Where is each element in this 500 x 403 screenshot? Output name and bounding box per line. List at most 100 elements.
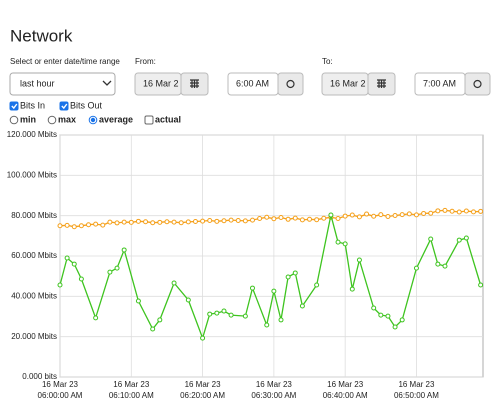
data-point	[314, 217, 320, 223]
data-point	[57, 282, 63, 288]
check-mark	[61, 103, 68, 110]
data-point	[107, 269, 113, 275]
data-point	[399, 212, 405, 218]
data-point	[335, 215, 341, 221]
data-point	[64, 255, 70, 261]
data-point	[349, 212, 355, 218]
data-point	[57, 223, 63, 229]
data-point	[214, 310, 220, 316]
data-point	[221, 308, 227, 314]
clock-button[interactable]	[277, 72, 304, 96]
data-point	[428, 236, 434, 242]
y-tick-label: 80.000 Mbits	[11, 211, 57, 220]
data-point	[242, 218, 248, 224]
data-point	[321, 215, 327, 221]
data-point	[121, 219, 127, 225]
data-point	[178, 220, 184, 226]
data-point	[392, 212, 398, 218]
data-point	[356, 257, 362, 263]
data-point	[342, 241, 348, 247]
data-point	[242, 313, 248, 319]
data-point	[299, 217, 305, 223]
y-tick-label: 100.000 Mbits	[7, 170, 57, 179]
data-point	[135, 218, 141, 224]
series-toggle-label: Bits Out	[70, 100, 103, 110]
data-point	[249, 285, 255, 291]
data-point	[78, 276, 84, 282]
data-point	[371, 305, 377, 311]
data-point	[271, 216, 277, 222]
data-point	[86, 222, 92, 228]
data-point	[463, 208, 469, 214]
to-date-value: 16 Mar 2	[330, 78, 366, 88]
range-select[interactable]	[9, 72, 116, 96]
data-point	[435, 261, 441, 267]
x-tick-label: 06:40:00 AM	[323, 391, 368, 400]
data-point	[356, 214, 362, 220]
data-point	[78, 223, 84, 229]
y-tick-label: 0.000 bits	[22, 372, 57, 381]
data-point	[221, 218, 227, 224]
x-tick-label: 06:10:00 AM	[109, 391, 154, 400]
data-point	[100, 222, 106, 228]
data-point	[442, 207, 448, 213]
x-tick-label: 16 Mar 23	[327, 380, 364, 389]
y-tick-label: 20.000 Mbits	[11, 332, 57, 341]
mode-label: min	[20, 114, 36, 124]
data-point	[456, 209, 462, 215]
data-point	[264, 322, 270, 328]
data-point	[278, 214, 284, 220]
data-point	[228, 312, 234, 318]
data-point	[192, 219, 198, 225]
select-arrow	[102, 80, 112, 86]
data-point	[71, 261, 77, 267]
clock-button[interactable]	[464, 72, 491, 96]
page-title: Network	[10, 26, 73, 45]
data-point	[143, 219, 149, 225]
from-label: From:	[135, 57, 156, 66]
data-point	[285, 216, 291, 222]
radio-button[interactable]	[47, 115, 57, 125]
clock-icon	[286, 79, 295, 89]
data-point	[200, 335, 206, 341]
data-point	[442, 263, 448, 269]
data-point	[93, 315, 99, 321]
data-point	[157, 317, 163, 323]
y-tick-label: 120.000 Mbits	[7, 130, 57, 139]
data-point	[93, 221, 99, 227]
y-tick-label: 60.000 Mbits	[11, 251, 57, 260]
data-point	[257, 215, 263, 221]
data-point	[121, 247, 127, 253]
checkbox[interactable]	[144, 115, 154, 125]
calendar-icon	[377, 79, 386, 88]
data-point	[157, 219, 163, 225]
data-point	[428, 210, 434, 216]
data-point	[378, 312, 384, 318]
data-point	[171, 280, 177, 286]
data-point	[150, 326, 156, 332]
to-label: To:	[322, 57, 333, 66]
data-point	[378, 212, 384, 218]
data-point	[285, 274, 291, 280]
mode-label: average	[99, 114, 133, 124]
y-tick-label: 40.000 Mbits	[11, 291, 57, 300]
x-tick-label: 06:50:00 AM	[394, 391, 439, 400]
data-point	[314, 282, 320, 288]
x-tick-label: 16 Mar 23	[185, 380, 222, 389]
data-point	[371, 213, 377, 219]
radio-button[interactable]	[9, 115, 19, 125]
data-point	[207, 311, 213, 317]
data-point	[328, 212, 334, 218]
data-point	[271, 288, 277, 294]
mode-label: actual	[155, 114, 181, 124]
data-point	[171, 219, 177, 225]
range-label: Select or enter date/time range	[10, 57, 120, 66]
x-tick-label: 16 Mar 23	[398, 380, 435, 389]
data-point	[128, 219, 134, 225]
data-point	[385, 213, 391, 219]
data-point	[71, 224, 77, 230]
data-point	[185, 297, 191, 303]
data-point	[64, 222, 70, 228]
data-point	[214, 218, 220, 224]
x-tick-label: 06:30:00 AM	[251, 391, 296, 400]
